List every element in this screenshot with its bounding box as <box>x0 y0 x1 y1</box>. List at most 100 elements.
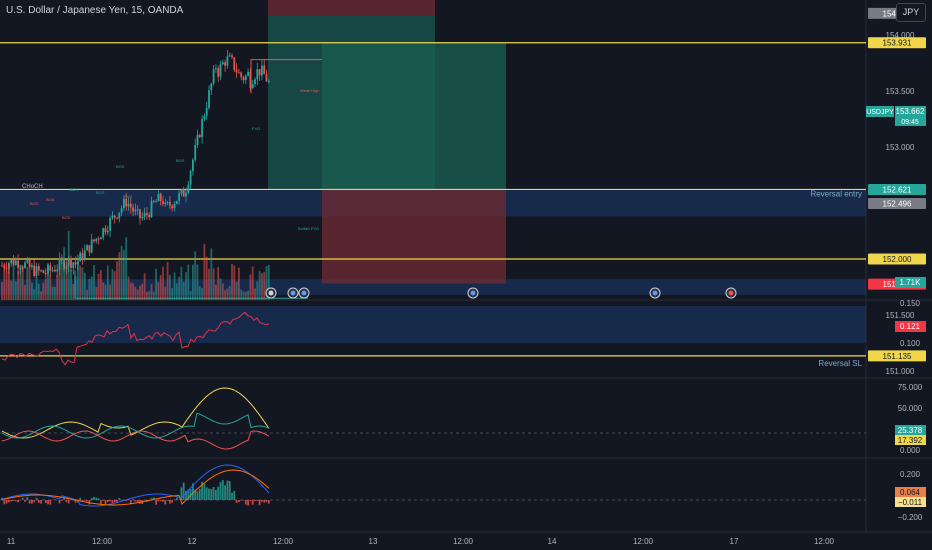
candle-body <box>215 68 217 70</box>
price-tick: 154.000 <box>886 31 915 40</box>
currency-button[interactable]: JPY <box>896 3 926 22</box>
candle-body <box>1 265 3 267</box>
volume-bar <box>169 274 171 300</box>
macd-histogram-bar <box>47 500 49 505</box>
price-tick: 153.000 <box>886 143 915 152</box>
adx-value-label: 25.378 <box>898 426 923 435</box>
candle-body <box>240 72 243 78</box>
candle-body <box>148 214 151 217</box>
volume-bar <box>201 288 203 300</box>
time-tick: 12:00 <box>273 537 294 546</box>
candle-body <box>267 81 270 83</box>
candle-body <box>231 55 233 58</box>
volume-bar <box>3 263 6 300</box>
candle-body <box>44 273 47 275</box>
structure-label: BOS <box>30 201 39 206</box>
candle-body <box>180 189 183 194</box>
macd-histogram-bar <box>33 500 36 503</box>
volume-bar <box>118 252 121 300</box>
structure-label: BOS <box>116 164 125 169</box>
macd-histogram-bar <box>256 500 259 501</box>
candle-body <box>109 218 111 231</box>
volume-bar <box>198 286 201 300</box>
volume-bar <box>194 251 197 300</box>
macd-histogram-bar <box>164 500 167 505</box>
macd-histogram-bar <box>249 500 252 502</box>
candle-body <box>35 266 38 276</box>
macd-histogram-bar <box>201 481 203 500</box>
flash-icon[interactable] <box>265 287 277 299</box>
macd-histogram-bar <box>116 500 118 503</box>
volume-bar <box>37 283 40 300</box>
candle-body <box>164 202 167 205</box>
volume-bar <box>254 288 256 300</box>
macd-histogram-bar <box>235 500 238 503</box>
volume-bar <box>125 237 128 300</box>
volume-bar <box>77 254 79 300</box>
macd-value-label: 0.064 <box>900 488 921 497</box>
volume-bar <box>189 291 192 300</box>
time-tick: 11 <box>7 537 16 546</box>
volume-bar <box>14 281 17 300</box>
candle-body <box>208 90 210 109</box>
macd-histogram-bar <box>247 500 249 506</box>
macd-histogram-bar <box>63 497 65 500</box>
macd-histogram-bar <box>263 500 266 503</box>
macd-histogram-bar <box>152 497 155 500</box>
candle-body <box>134 209 137 212</box>
us-flag-icon[interactable] <box>298 287 310 299</box>
adx-value-label: 17.392 <box>898 436 923 445</box>
volume-bar <box>63 247 65 300</box>
macd-histogram-bar <box>100 500 102 505</box>
candle-body <box>235 69 238 73</box>
price-tick: 151.500 <box>886 311 915 320</box>
macd-value-label: −0.011 <box>898 498 923 507</box>
us-flag-icon[interactable] <box>287 287 299 299</box>
macd-histogram-bar <box>219 482 222 500</box>
macd-histogram-bar <box>265 500 268 503</box>
volume-bar <box>28 267 31 300</box>
supply-demand-zone <box>0 306 866 343</box>
symbol-title[interactable]: U.S. Dollar / Japanese Yen, 15, OANDA <box>6 5 184 16</box>
volume-bar <box>93 264 95 300</box>
time-tick: 13 <box>369 537 378 546</box>
us-flag-icon[interactable] <box>649 287 661 299</box>
macd-histogram-bar <box>102 500 105 501</box>
rsi-value-tag <box>895 321 926 332</box>
macd-histogram-bar <box>185 490 187 500</box>
volume-bar <box>19 265 22 300</box>
volume-bar <box>244 291 247 300</box>
time-axis[interactable]: 11 12:00 12 12:00 13 12:00 14 12:00 17 12:00 <box>7 537 835 546</box>
us-flag-icon[interactable] <box>467 287 479 299</box>
candle-body <box>201 119 203 138</box>
candle-body <box>157 193 160 202</box>
macd-histogram-bar <box>40 500 42 504</box>
candle-body <box>24 262 26 268</box>
candle-body <box>81 252 84 261</box>
jp-flag-icon[interactable] <box>725 287 737 299</box>
volume-bar <box>123 249 125 300</box>
candle-body <box>113 215 116 218</box>
volume-bar <box>65 259 68 300</box>
volume-bar <box>251 266 254 300</box>
macd-histogram-bar <box>44 500 47 504</box>
volume-bar <box>205 256 208 300</box>
price-axis[interactable]: 155.000154.500154.000153.500153.000152.5… <box>866 0 926 522</box>
macd-histogram-bar <box>104 500 107 504</box>
volume-bar <box>203 244 206 300</box>
macd-histogram-bar <box>125 500 128 502</box>
candle-body <box>14 260 17 265</box>
volume-bar <box>235 281 238 300</box>
volume-bar <box>113 271 116 300</box>
macd-histogram-bar <box>58 500 61 504</box>
macd-histogram-bar <box>86 500 88 502</box>
macd-histogram-bar <box>203 483 206 500</box>
volume-bars <box>1 230 737 300</box>
volume-bar <box>90 276 93 300</box>
volume-bar <box>132 283 134 300</box>
macd-histogram-bar <box>28 500 31 504</box>
volume-bar <box>21 266 24 300</box>
candle-body <box>123 198 125 209</box>
volume-bar <box>26 266 29 300</box>
